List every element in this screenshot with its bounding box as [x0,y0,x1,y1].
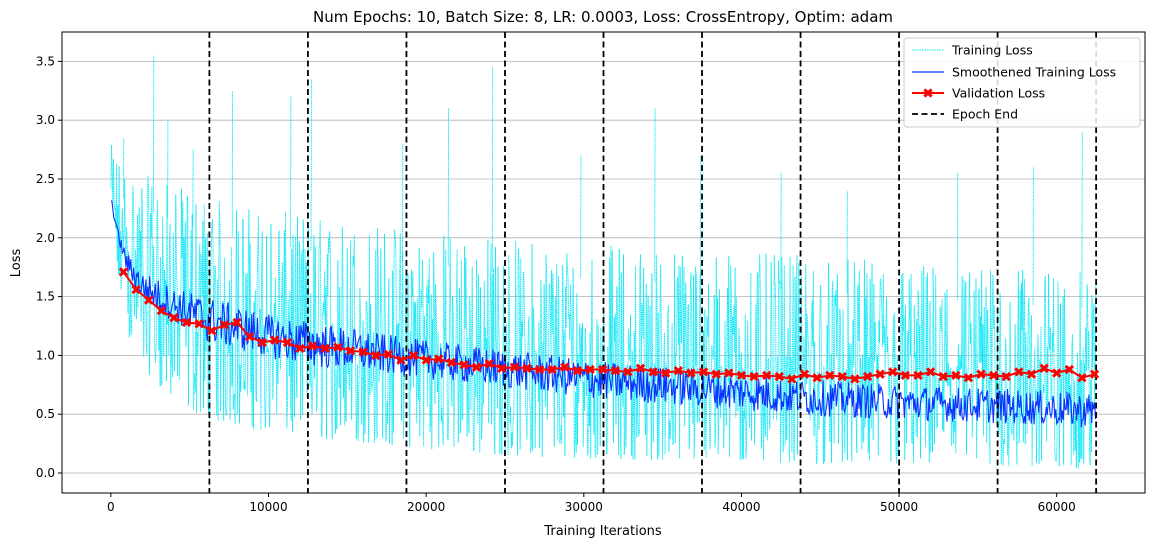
y-axis-label: Loss [9,249,24,278]
legend-label: Training Loss [951,43,1033,58]
y-tick-label: 0.5 [36,407,55,421]
chart-title: Num Epochs: 10, Batch Size: 8, LR: 0.000… [313,8,893,26]
x-tick-label: 10000 [249,500,287,514]
x-tick-label: 30000 [565,500,603,514]
legend-label: Epoch End [952,107,1018,122]
y-axis-ticks: 0.0 0.5 1.0 1.5 2.0 2.5 3.0 3.5 [36,54,62,480]
legend-label: Smoothened Training Loss [952,65,1116,80]
x-tick-label: 50000 [880,500,918,514]
x-axis-label: Training Iterations [543,524,662,539]
legend: Training Loss Smoothened Training Loss Val… [904,38,1140,127]
y-tick-label: 3.0 [36,113,55,127]
legend-label: Validation Loss [952,86,1045,101]
y-tick-label: 2.5 [36,172,55,186]
x-tick-label: 40000 [722,500,760,514]
x-tick-label: 0 [107,500,115,514]
y-tick-label: 1.0 [36,348,55,362]
y-tick-label: 3.5 [36,54,55,68]
y-tick-label: 2.0 [36,231,55,245]
y-tick-label: 0.0 [36,466,55,480]
x-tick-label: 20000 [407,500,445,514]
y-tick-label: 1.5 [36,290,55,304]
x-axis-ticks: 0 10000 20000 30000 40000 50000 60000 [107,493,1076,514]
x-tick-label: 60000 [1038,500,1076,514]
